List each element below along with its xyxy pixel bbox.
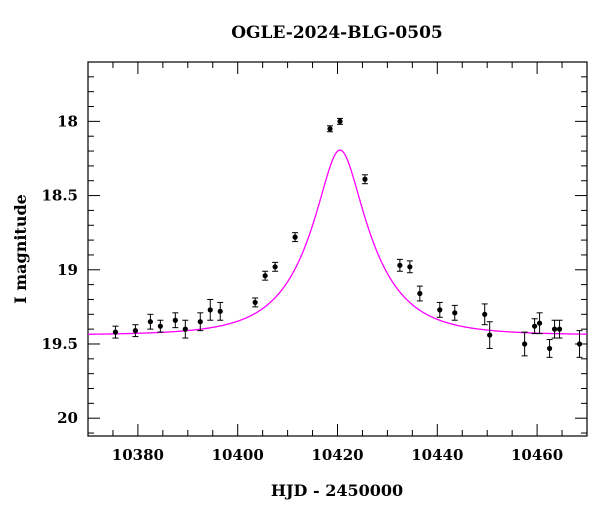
data-marker [262, 273, 268, 279]
data-point [207, 298, 214, 321]
data-point [406, 260, 413, 274]
data-marker [546, 345, 553, 352]
data-marker [397, 262, 403, 268]
data-point [272, 261, 279, 272]
data-marker [272, 264, 278, 270]
data-marker [207, 307, 213, 313]
axis-ticks [87, 61, 588, 436]
data-point [486, 321, 493, 349]
data-marker [437, 307, 443, 313]
data-point [157, 319, 164, 333]
data-marker [252, 299, 258, 306]
data-marker [132, 328, 139, 334]
data-marker [182, 326, 188, 332]
data-point [327, 125, 334, 133]
data-marker [147, 319, 153, 325]
data-marker [536, 320, 543, 326]
data-point [536, 312, 543, 335]
data-point [416, 285, 423, 302]
data-marker [551, 326, 558, 332]
data-marker [576, 341, 583, 347]
data-marker [417, 290, 423, 297]
data-marker [112, 329, 119, 335]
x-tick-label: 10460 [511, 446, 563, 464]
chart-title: OGLE-2024-BLG-0505 [231, 23, 443, 43]
data-marker [217, 308, 223, 314]
data-marker [362, 176, 368, 182]
data-point [521, 331, 528, 357]
y-axis-label: I magnitude [11, 194, 30, 304]
y-tick-label: 18.5 [41, 187, 78, 205]
data-point [172, 312, 179, 329]
data-point [197, 312, 204, 332]
data-point [147, 313, 154, 330]
y-tick-label: 19.5 [41, 335, 78, 353]
data-point [556, 319, 563, 339]
data-point [481, 303, 488, 326]
data-marker [172, 317, 178, 323]
data-point [336, 117, 343, 125]
y-tick-label: 19 [57, 261, 78, 279]
x-tick-label: 10400 [212, 446, 264, 464]
data-point [112, 325, 119, 339]
data-marker [327, 126, 333, 132]
data-point [132, 324, 139, 338]
data-marker [487, 332, 493, 338]
data-point [576, 330, 583, 358]
data-point [292, 232, 299, 243]
x-axis-label: HJD - 2450000 [271, 481, 403, 500]
x-tick-label: 10380 [112, 446, 164, 464]
data-point [531, 318, 538, 335]
data-point [551, 319, 558, 339]
data-marker [292, 234, 298, 240]
data-point [182, 319, 189, 339]
data-point [217, 301, 224, 321]
data-point [436, 301, 443, 318]
y-tick-label: 18 [57, 112, 78, 130]
data-points [112, 117, 583, 358]
x-tick-label: 10420 [311, 446, 363, 464]
axis-tick-labels: 10380 10400 10420 10440 10460 18 18.5 19 19.5 20 [41, 112, 563, 464]
data-point [262, 270, 269, 281]
data-point [252, 297, 259, 308]
data-point [451, 304, 458, 321]
data-marker [556, 326, 563, 332]
data-marker [532, 323, 538, 329]
data-marker [407, 264, 413, 270]
data-point [546, 339, 553, 358]
y-tick-label: 20 [57, 409, 78, 427]
data-marker [157, 323, 163, 329]
x-tick-label: 10440 [411, 446, 463, 464]
data-marker [522, 341, 528, 347]
data-point [361, 174, 368, 185]
plot-area: 10380 10400 10420 10440 10460 18 18.5 19 19.5 20 [41, 61, 588, 464]
data-marker [197, 319, 203, 325]
data-point [396, 258, 403, 272]
data-marker [337, 118, 343, 124]
model-curve [87, 149, 588, 335]
data-marker [452, 310, 458, 316]
data-marker [482, 311, 488, 317]
